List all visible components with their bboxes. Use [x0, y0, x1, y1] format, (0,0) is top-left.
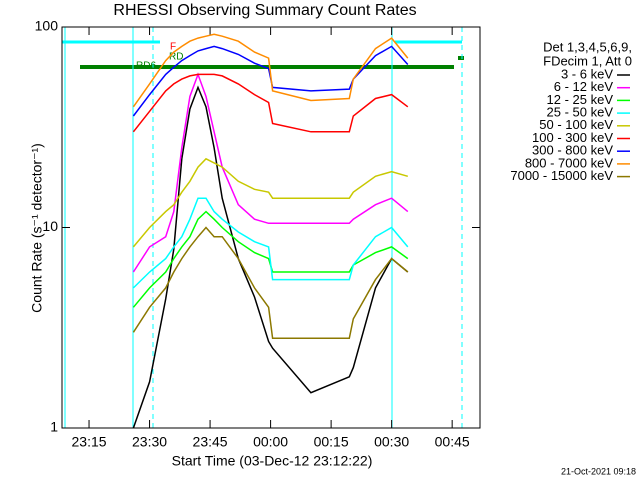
legend-label: 7000 - 15000 keV — [510, 168, 613, 183]
legend-label: 800 - 7000 keV — [525, 155, 614, 170]
legend-label: 300 - 800 keV — [532, 143, 613, 158]
y-axis-label: Count Rate (s⁻¹ detector⁻¹) — [29, 143, 45, 313]
series-line — [132, 85, 409, 429]
annotation: F — [170, 42, 176, 53]
legend-label: 50 - 100 keV — [539, 117, 613, 132]
series-line — [132, 157, 409, 248]
y-tick-label: 1 — [50, 419, 58, 435]
legend-header: FDecim 1, Att 0 — [543, 53, 632, 68]
x-tick-label: 00:15 — [314, 434, 349, 450]
series-line — [132, 197, 409, 289]
legend-label: 6 - 12 keV — [554, 79, 614, 94]
chart-title: RHESSI Observing Summary Count Rates — [113, 2, 416, 19]
footer: 21-Oct-2021 09:18 — [561, 466, 636, 476]
legend-label: 25 - 50 keV — [547, 105, 614, 120]
annotation: RD6 — [136, 61, 156, 72]
legend-label: 3 - 6 keV — [561, 66, 613, 81]
x-tick-label: 23:15 — [72, 434, 107, 450]
x-tick-label: 00:00 — [253, 434, 288, 450]
x-tick-label: 23:30 — [132, 434, 167, 450]
legend-header: Det 1,3,4,5,6,9, — [543, 39, 632, 54]
legend-label: 100 - 300 keV — [532, 130, 613, 145]
legend-label: 12 - 25 keV — [547, 92, 614, 107]
x-tick-label: 00:45 — [435, 434, 470, 450]
annotation: RD — [169, 52, 183, 63]
y-tick-label: 10 — [42, 218, 58, 234]
series-line — [132, 226, 409, 340]
series-line — [132, 33, 409, 108]
series-line — [132, 73, 409, 133]
x-tick-label: 00:30 — [374, 434, 409, 450]
x-tick-label: 23:45 — [193, 434, 228, 450]
y-tick-label: 100 — [35, 18, 59, 34]
x-axis-label: Start Time (03-Dec-12 23:12:22) — [172, 453, 373, 469]
series-line — [132, 72, 409, 273]
